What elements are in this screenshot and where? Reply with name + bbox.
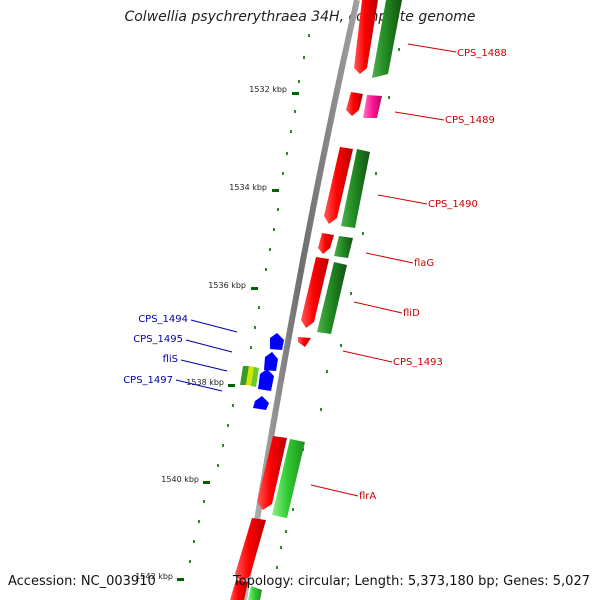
cds-block[interactable] (298, 337, 311, 347)
gene-label[interactable]: flrA (359, 491, 376, 502)
gene-block[interactable] (372, 0, 402, 78)
cds-block[interactable] (230, 580, 248, 600)
tick-label: 1532 kbp (249, 85, 287, 94)
cds-block[interactable] (318, 233, 334, 254)
tick-label: 1538 kbp (186, 378, 224, 387)
accession-text: Accession: NC_003910 (8, 574, 156, 589)
cds-block[interactable] (346, 92, 363, 116)
scale-ticks (177, 92, 299, 581)
gene-label[interactable]: fliD (403, 308, 420, 319)
gene-label[interactable]: CPS_1497 (123, 375, 173, 386)
cds-block[interactable] (354, 0, 378, 74)
gene-block[interactable] (272, 439, 305, 518)
gene-label[interactable]: CPS_1495 (133, 334, 183, 345)
gene-block[interactable] (317, 262, 347, 334)
gene-label[interactable]: CPS_1494 (138, 314, 188, 325)
cds-block[interactable] (324, 147, 353, 224)
tick-label: 1534 kbp (229, 183, 267, 192)
gene-block[interactable] (248, 586, 262, 600)
cds-block[interactable] (257, 436, 287, 510)
gene-block[interactable] (251, 367, 259, 387)
gene-block[interactable] (334, 236, 353, 258)
cds-block[interactable] (235, 518, 266, 582)
gene-label[interactable]: flaG (414, 258, 434, 269)
left-label-lines (175, 319, 238, 392)
tick-label: 1542 kbp (135, 572, 173, 581)
cds-block[interactable] (301, 257, 329, 328)
gene-block[interactable] (363, 95, 382, 118)
gene-label[interactable]: CPS_1489 (445, 115, 495, 126)
left-genes (240, 333, 284, 410)
gene-label[interactable]: fliS (163, 354, 178, 365)
tick-label: 1536 kbp (208, 281, 246, 290)
gene-block[interactable] (270, 333, 284, 350)
gene-block[interactable] (258, 369, 274, 391)
gene-block[interactable] (341, 149, 370, 228)
gene-label[interactable]: CPS_1488 (457, 48, 507, 59)
gene-block[interactable] (253, 396, 269, 410)
tick-label: 1540 kbp (161, 475, 199, 484)
cds-track (230, 0, 378, 600)
gene-label[interactable]: CPS_1490 (428, 199, 478, 210)
gene-track (248, 0, 402, 600)
gene-label[interactable]: CPS_1493 (393, 357, 443, 368)
genome-summary: Topology: circular; Length: 5,373,180 bp… (232, 574, 590, 589)
right-label-lines (310, 43, 457, 497)
gene-block[interactable] (264, 352, 278, 371)
